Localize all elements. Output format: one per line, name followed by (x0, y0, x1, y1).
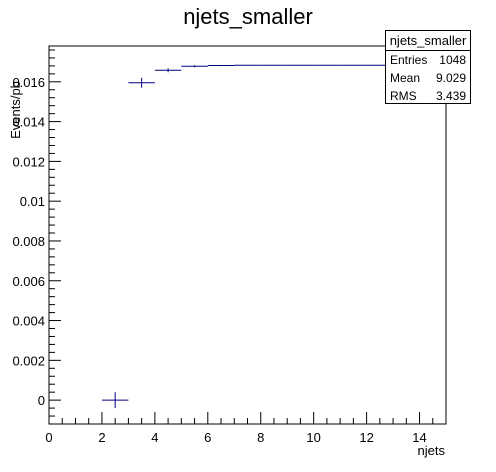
data-point (181, 65, 208, 68)
stats-row-entries: Entries 1048 (386, 51, 470, 69)
data-points (101, 64, 446, 409)
x-tick-label: 2 (98, 430, 105, 445)
y-tick-label: 0.002 (12, 353, 45, 368)
data-point (128, 77, 155, 88)
data-point (154, 68, 182, 73)
stats-box: njets_smaller Entries 1048 Mean 9.029 RM… (385, 30, 471, 104)
stats-label: RMS (390, 89, 417, 103)
y-tick-label: 0 (38, 393, 45, 408)
stats-label: Entries (390, 53, 428, 67)
stats-row-mean: Mean 9.029 (386, 69, 470, 87)
data-point (101, 392, 129, 409)
stats-title: njets_smaller (386, 31, 470, 51)
x-tick-label: 4 (151, 430, 158, 445)
data-point (207, 64, 235, 67)
x-tick-label: 12 (359, 430, 373, 445)
y-axis: 0 0.002 0.004 0.006 0.008 0.01 0.012 0.014 0.016 (12, 49, 61, 425)
chart-title: njets_smaller (183, 4, 313, 29)
stats-value: 9.029 (435, 71, 466, 85)
y-tick-label: 0.004 (12, 314, 45, 329)
stats-value: 3.439 (435, 89, 466, 103)
x-axis-label: njets (418, 443, 446, 458)
stats-row-rms: RMS 3.439 (386, 87, 470, 105)
y-tick-label: 0.01 (20, 194, 45, 209)
y-tick-label: 0.012 (12, 154, 45, 169)
x-tick-label: 6 (204, 430, 211, 445)
stats-label: Mean (390, 71, 421, 85)
x-tick-label: 8 (257, 430, 264, 445)
x-tick-label: 0 (45, 430, 52, 445)
y-tick-label: 0.016 (12, 75, 45, 90)
y-tick-label: 0.008 (12, 234, 45, 249)
x-tick-label: 14 (412, 430, 426, 445)
x-tick-label: 10 (306, 430, 320, 445)
y-axis-label: Events/pb (8, 81, 23, 139)
stats-value: 1048 (439, 53, 466, 67)
y-tick-label: 0.006 (12, 274, 45, 289)
y-tick-label: 0.014 (12, 115, 45, 130)
x-axis: 0 2 4 6 8 10 12 14 (45, 412, 447, 445)
